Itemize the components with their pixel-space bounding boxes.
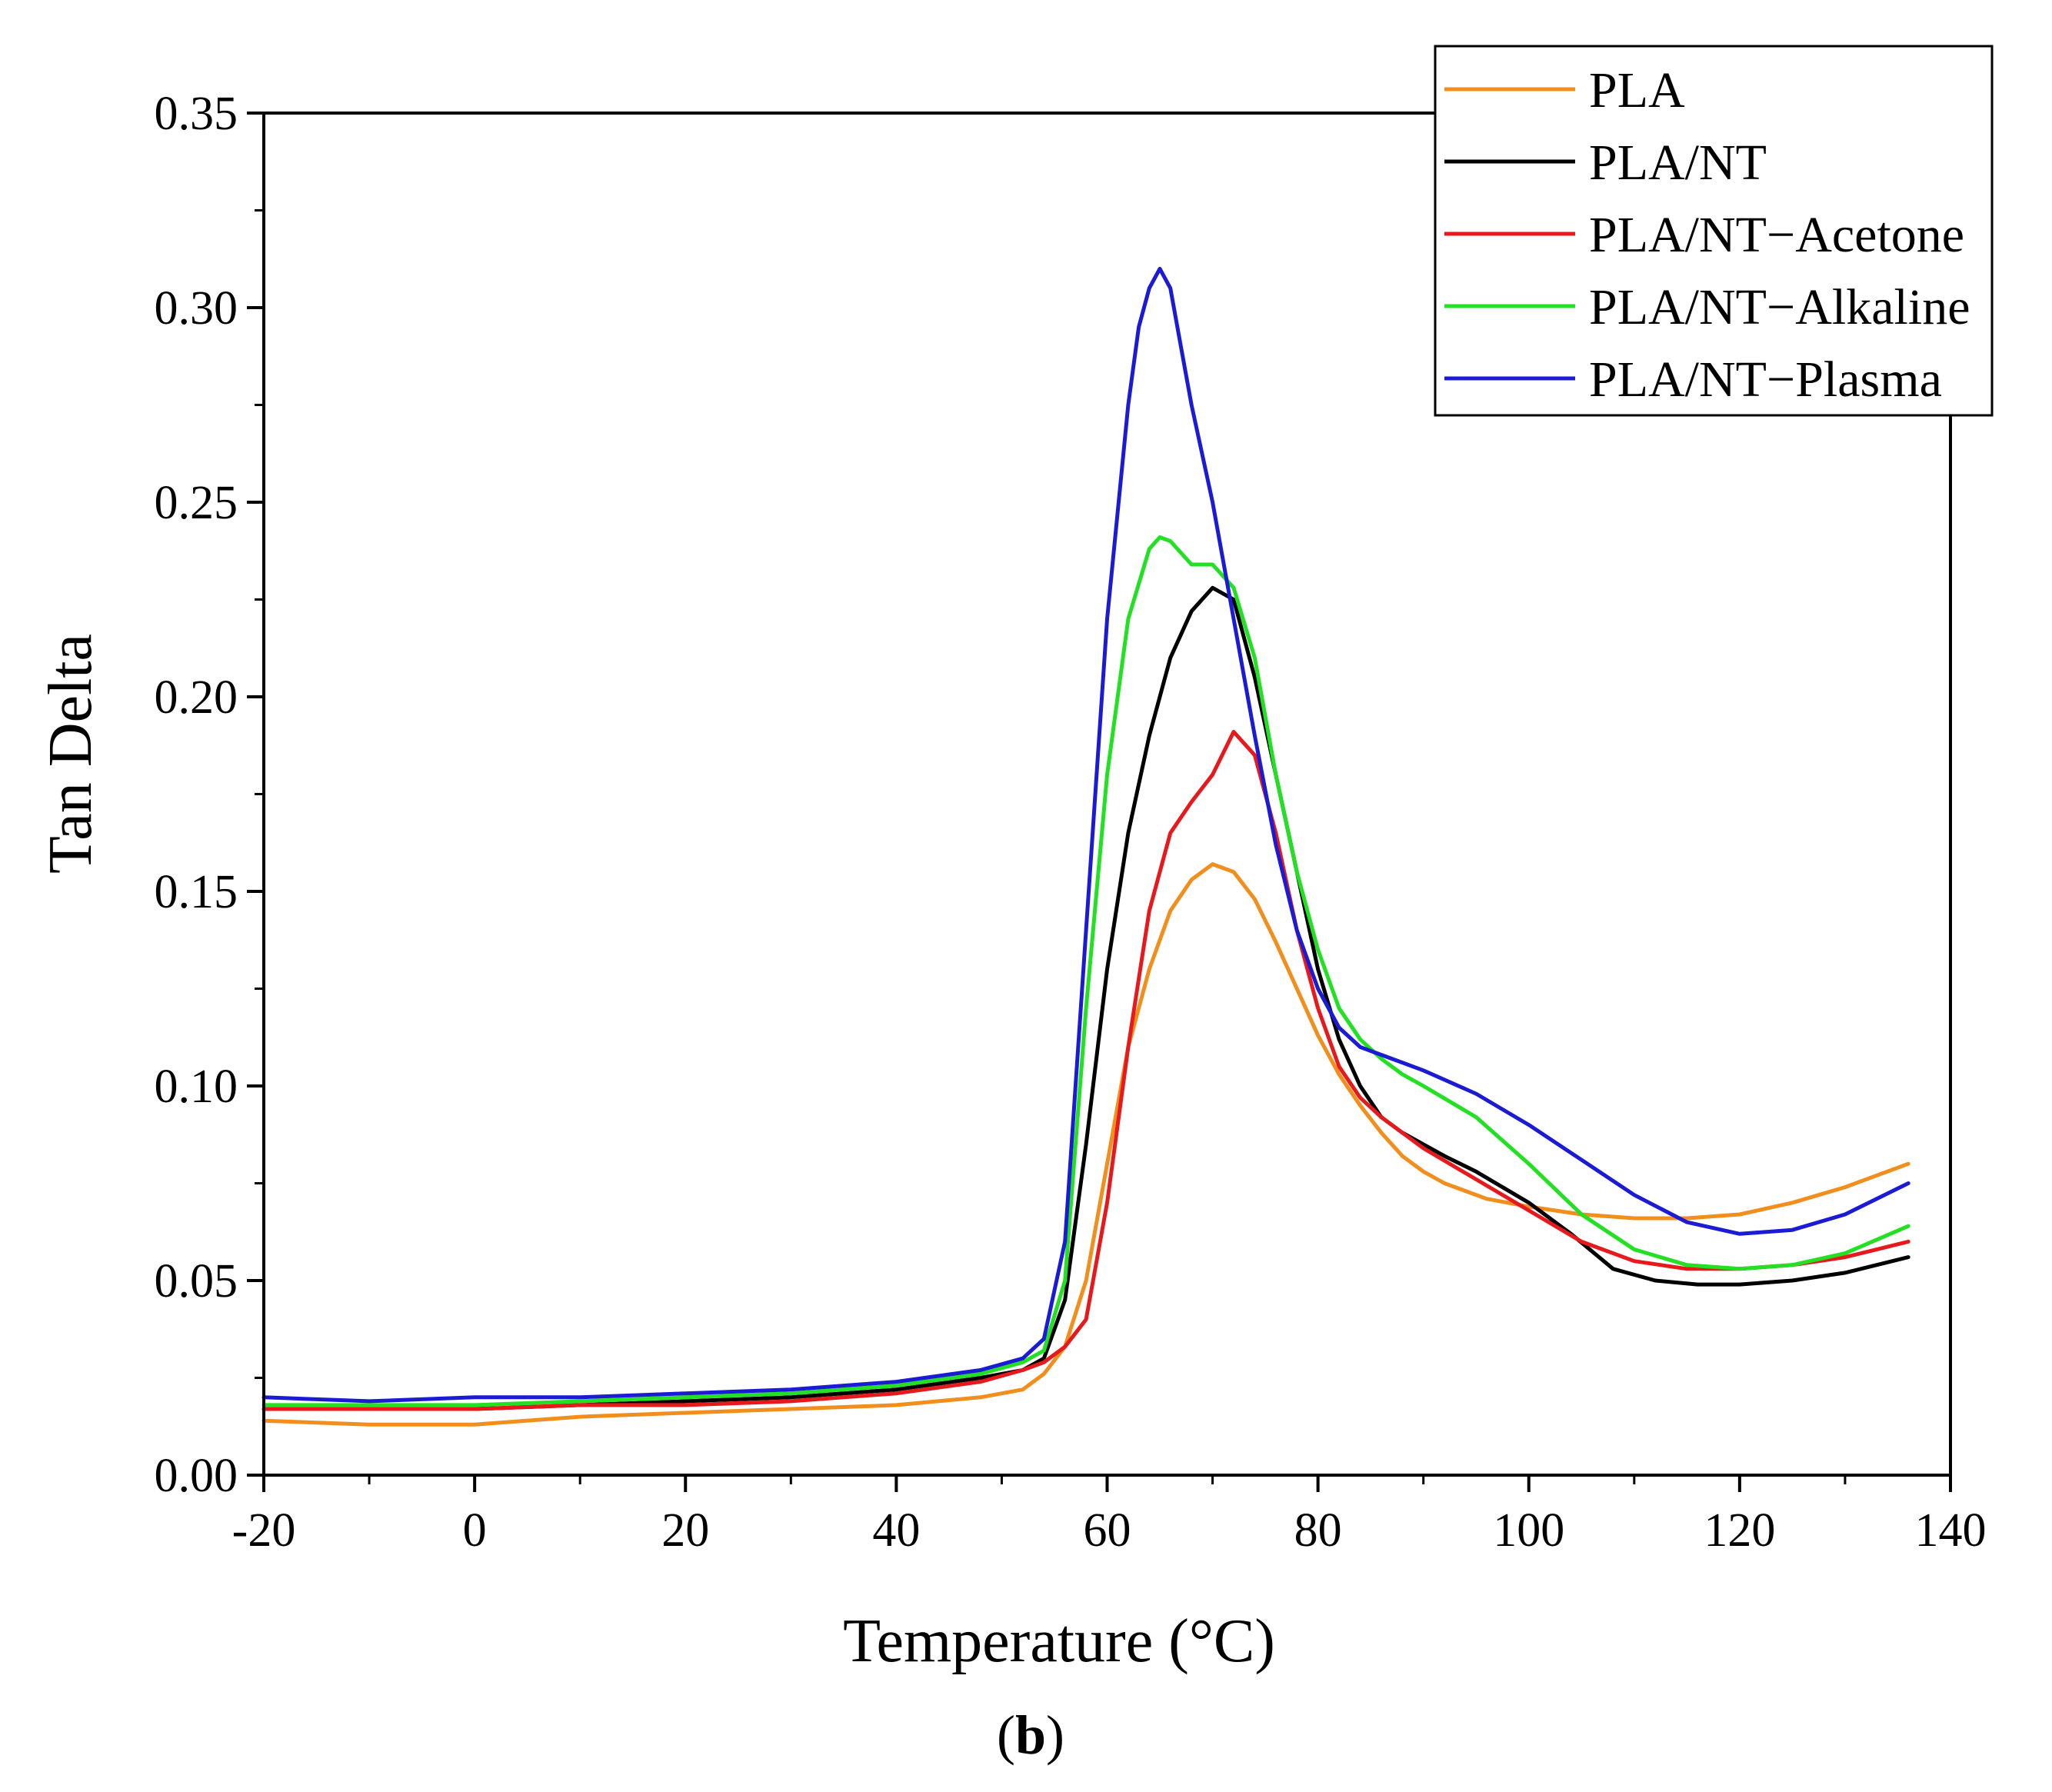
x-tick-label: 0 (463, 1504, 487, 1557)
x-tick-label: 80 (1294, 1504, 1342, 1557)
series-line-pla-nt-alkaline (261, 535, 1910, 1407)
y-tick-label: 0.05 (155, 1255, 238, 1307)
x-tick-label: 140 (1915, 1504, 1987, 1557)
x-tick-label: -20 (232, 1504, 296, 1557)
y-tick-label: 0.10 (155, 1061, 238, 1113)
series-line-pla-nt-plasma (261, 266, 1910, 1404)
y-tick-label: 0.15 (155, 866, 238, 918)
legend-label-pla: PLA (1589, 62, 1685, 118)
x-axis-title: Temperature (°C) (843, 1607, 1275, 1675)
series-line-pla (261, 862, 1910, 1427)
panel-label-open-paren: ( (997, 1704, 1015, 1766)
y-tick-label: 0.30 (155, 282, 238, 335)
series-line-pla-nt (261, 585, 1910, 1411)
legend: PLA PLA/NT PLA/NT−Acetone PLA/NT−Alkaline PL… (1434, 45, 1994, 417)
panel-label: (b) (997, 1704, 1064, 1766)
x-tick-label: 100 (1493, 1504, 1564, 1557)
x-axis: -20 0 20 40 60 80 100 120 140 (232, 1475, 1987, 1557)
x-tick-label: 60 (1084, 1504, 1131, 1557)
x-tick-label: 40 (872, 1504, 920, 1557)
legend-label-pla-nt-acetone: PLA/NT−Acetone (1589, 207, 1964, 263)
y-axis-title: Tan Delta (37, 634, 105, 874)
panel-label-letter: b (1015, 1704, 1046, 1766)
y-axis: 0.00 0.05 0.10 0.15 0.20 0.25 0.30 0.35 (155, 88, 264, 1502)
legend-label-pla-nt-alkaline: PLA/NT−Alkaline (1589, 279, 1970, 335)
legend-box (1434, 45, 1994, 417)
plot-series (261, 266, 1910, 1427)
x-tick-label: 20 (661, 1504, 709, 1557)
legend-label-pla-nt: PLA/NT (1589, 135, 1767, 191)
x-tick-label: 120 (1704, 1504, 1775, 1557)
series-line-pla-nt-acetone (261, 730, 1910, 1411)
y-tick-label: 0.00 (155, 1450, 238, 1502)
legend-label-pla-nt-plasma: PLA/NT−Plasma (1589, 351, 1942, 408)
y-tick-label: 0.20 (155, 671, 238, 724)
y-tick-label: 0.35 (155, 88, 238, 140)
y-tick-label: 0.25 (155, 477, 238, 529)
panel-label-close-paren: ) (1046, 1704, 1064, 1766)
